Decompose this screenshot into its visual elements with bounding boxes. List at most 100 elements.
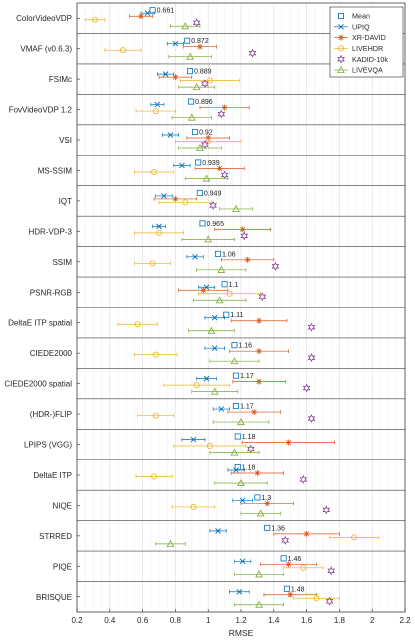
x-tick-label: 1.6 <box>301 616 313 625</box>
data-point <box>190 436 197 443</box>
data-point <box>196 189 203 196</box>
data-point <box>151 168 158 175</box>
data-point <box>192 254 198 260</box>
data-point <box>217 265 226 273</box>
data-point <box>307 414 316 424</box>
data-point <box>182 199 189 206</box>
data-point <box>206 77 213 84</box>
data-point <box>152 108 159 115</box>
data-point <box>264 524 271 531</box>
legend-marker <box>337 54 345 64</box>
data-point <box>190 503 197 510</box>
data-point <box>167 132 174 138</box>
data-point <box>281 535 290 545</box>
data-point <box>322 505 331 515</box>
data-point <box>285 561 292 568</box>
x-tick-label: 2 <box>370 616 375 625</box>
data-point <box>234 433 241 440</box>
data-point <box>221 104 228 111</box>
data-point <box>256 509 265 517</box>
data-point <box>239 558 246 565</box>
data-point <box>218 406 225 412</box>
data-point <box>152 412 159 419</box>
data-point <box>211 314 218 321</box>
metric-label: MS-SSIM <box>38 166 73 175</box>
series-xr-david <box>129 13 340 598</box>
mean-value-label: 0.939 <box>202 160 220 167</box>
x-axis-label: RMSE <box>229 628 254 638</box>
data-point <box>256 317 263 324</box>
mean-value-label: 1.46 <box>288 556 302 563</box>
metric-label: SSIM <box>52 258 72 267</box>
mean-value-label: 0.896 <box>195 99 213 106</box>
data-point <box>172 74 179 81</box>
mean-value-label: 1.16 <box>238 343 252 350</box>
legend-marker <box>338 34 344 41</box>
data-point <box>254 494 261 501</box>
legend-entry: LIVEVQA <box>334 66 383 75</box>
metric-label: ColorVideoVDP <box>16 14 72 23</box>
data-point <box>151 473 158 480</box>
data-point <box>192 129 199 136</box>
metric-label: NIQE <box>52 501 72 510</box>
data-point <box>325 596 334 606</box>
data-point <box>302 383 311 393</box>
series-mean <box>149 7 290 592</box>
metric-label: (HDR-)FLIP <box>30 410 72 419</box>
data-point <box>237 478 245 486</box>
legend-entry: UPIQ <box>334 22 370 31</box>
data-point <box>161 193 167 199</box>
data-point <box>221 281 228 288</box>
legend-label: UPIQ <box>352 22 370 31</box>
x-tick-label: 0.2 <box>71 616 83 625</box>
metric-label: DeltaE ITP spatial <box>8 319 72 328</box>
data-point <box>210 387 219 395</box>
mean-value-label: 1.1 <box>229 282 239 289</box>
mean-value-label: 0.949 <box>204 190 222 197</box>
mean-value-label: 0.92 <box>199 130 213 137</box>
data-point <box>205 138 212 145</box>
data-point <box>144 10 151 17</box>
legend-label: XR-DAVID <box>352 33 386 42</box>
data-point <box>233 403 240 410</box>
legend-marker <box>337 12 344 19</box>
data-point <box>217 109 226 119</box>
data-point <box>216 165 223 172</box>
metric-label: VSI <box>59 136 72 145</box>
mean-value-label: 1.06 <box>222 251 236 258</box>
data-point <box>155 229 162 236</box>
mean-value-label: 1.18 <box>242 434 256 441</box>
data-point <box>307 322 316 332</box>
metric-label: IQT <box>59 197 72 206</box>
data-point <box>206 443 213 450</box>
data-point <box>196 143 204 152</box>
data-point <box>256 348 263 355</box>
mean-value-label: 1.11 <box>230 312 243 319</box>
data-point <box>248 48 257 58</box>
x-tick-label: 0.8 <box>170 616 182 625</box>
legend-marker <box>337 65 345 73</box>
data-point <box>283 585 290 592</box>
data-point <box>205 135 212 142</box>
mean-value-label: 1.17 <box>240 373 254 380</box>
data-point <box>172 40 179 47</box>
data-point <box>230 448 239 456</box>
data-point <box>192 83 201 91</box>
data-point <box>230 357 239 365</box>
x-tick-label: 0.6 <box>137 616 149 625</box>
mean-value-label: 0.889 <box>194 69 212 76</box>
legend-marker <box>337 45 344 52</box>
data-point <box>119 47 126 54</box>
metric-labels: ColorVideoVDP VMAF (v0.6.3) FSIMc FovVideoV… <box>4 14 80 602</box>
metric-label: CIEDE2000 spatial <box>4 380 72 389</box>
data-point <box>313 595 320 602</box>
data-point <box>254 469 261 476</box>
metric-label: FSIMc <box>49 75 72 84</box>
data-point <box>166 539 175 547</box>
data-point <box>199 220 206 227</box>
data-point <box>351 534 358 541</box>
mean-value-label: 0.661 <box>157 8 175 15</box>
metric-label: BRISQUE <box>36 593 72 602</box>
